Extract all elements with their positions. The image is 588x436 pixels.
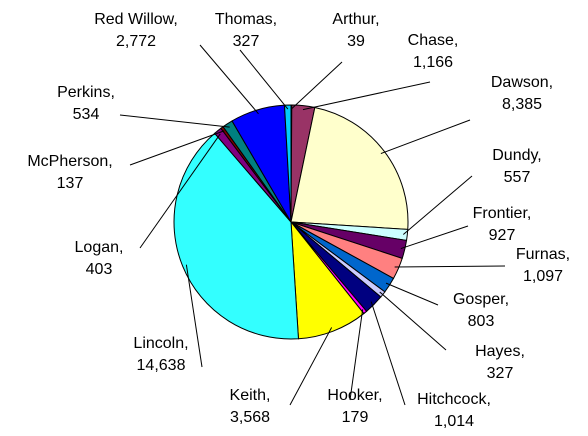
leader-line-perkins	[119, 114, 230, 128]
slice-label-value: 1,014	[434, 413, 474, 430]
slice-label-hooker: Hooker, 179	[327, 387, 382, 426]
slice-label-frontier: Frontier, 927	[473, 205, 532, 244]
slice-label-value: 137	[57, 175, 84, 192]
slice-label-dawson: Dawson, 8,385	[491, 74, 553, 113]
slice-label-name: Furnas,	[516, 246, 570, 263]
slice-label-name: Dawson,	[491, 74, 553, 91]
slice-label-name: Lincoln,	[133, 335, 188, 352]
slice-label-value: 1,097	[523, 268, 563, 285]
leader-line-thomas	[239, 49, 289, 110]
slice-label-value: 403	[86, 261, 113, 278]
slice-label-value: 2,772	[116, 33, 156, 50]
leader-line-gosper	[385, 282, 439, 306]
slice-label-name: Logan,	[75, 239, 124, 256]
slice-label-lincoln: Lincoln, 14,638	[133, 335, 188, 374]
slice-label-name: Arthur,	[332, 11, 379, 28]
slice-label-name: Keith,	[230, 387, 271, 404]
slice-label-hayes: Hayes, 327	[475, 343, 525, 382]
leader-line-hayes	[379, 291, 447, 351]
leader-line-logan	[139, 133, 221, 249]
slice-label-thomas: Thomas, 327	[215, 11, 277, 50]
slice-label-name: McPherson,	[27, 153, 112, 170]
slice-label-value: 327	[233, 33, 260, 50]
slice-label-name: Hayes,	[475, 343, 525, 360]
leader-line-frontier	[400, 225, 469, 250]
leader-line-dundy	[402, 175, 473, 235]
slice-label-name: Frontier,	[473, 205, 532, 222]
slice-label-name: Perkins,	[57, 84, 115, 101]
slice-label-value: 39	[347, 33, 365, 50]
leader-line-hitchcock	[370, 301, 406, 406]
leader-line-furnas	[394, 265, 506, 268]
slice-label-name: Gosper,	[453, 291, 509, 308]
slice-label-value: 557	[504, 169, 531, 186]
slice-label-value: 803	[468, 313, 495, 330]
slice-label-value: 179	[342, 409, 369, 426]
pie-slice-dawson	[290, 106, 409, 230]
slice-label-value: 534	[73, 106, 100, 123]
leader-line-dawson	[380, 119, 471, 154]
slice-label-red-willow: Red Willow, 2,772	[94, 11, 178, 50]
leader-line-red-willow	[199, 44, 259, 115]
slice-label-name: Thomas,	[215, 11, 277, 28]
pie-slices	[173, 104, 409, 340]
slice-label-perkins: Perkins, 534	[57, 84, 115, 123]
slice-label-name: Dundy,	[492, 147, 542, 164]
pie-slice-lincoln	[173, 132, 299, 340]
slice-label-dundy: Dundy, 557	[492, 147, 542, 186]
leader-line-mcpherson	[129, 130, 225, 166]
slice-label-value: 327	[487, 365, 514, 382]
slice-label-value: 8,385	[502, 96, 542, 113]
slice-label-arthur: Arthur, 39	[332, 11, 379, 50]
slice-label-keith: Keith, 3,568	[230, 387, 271, 426]
leader-line-lincoln	[185, 264, 203, 368]
slice-label-value: 3,568	[230, 409, 270, 426]
leader-line-arthur	[291, 61, 343, 110]
slice-label-mcpherson: McPherson, 137	[27, 153, 112, 192]
leader-line-chase	[302, 81, 431, 111]
slice-label-gosper: Gosper, 803	[453, 291, 509, 330]
leader-line-hooker	[349, 309, 364, 401]
slice-label-name: Hooker,	[327, 387, 382, 404]
slice-label-value: 1,166	[413, 54, 453, 71]
slice-label-logan: Logan, 403	[75, 239, 124, 278]
leader-line-keith	[289, 327, 333, 406]
slice-label-value: 14,638	[137, 357, 186, 374]
slice-labels: Arthur, 39 Chase, 1,166 Dawson, 8,385 Dundy, 55…	[27, 11, 570, 430]
slice-label-name: Chase,	[408, 32, 459, 49]
slice-label-hitchcock: Hitchcock, 1,014	[417, 391, 491, 430]
slice-label-name: Hitchcock,	[417, 391, 491, 408]
slice-label-furnas: Furnas, 1,097	[516, 246, 570, 285]
slice-label-name: Red Willow,	[94, 11, 178, 28]
slice-label-value: 927	[489, 227, 516, 244]
slice-label-chase: Chase, 1,166	[408, 32, 459, 71]
leader-lines	[119, 44, 506, 406]
